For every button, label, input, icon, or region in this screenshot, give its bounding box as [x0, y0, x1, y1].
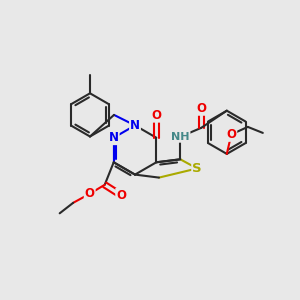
- Text: NH: NH: [171, 132, 190, 142]
- Text: O: O: [226, 128, 236, 141]
- Text: O: O: [196, 102, 206, 115]
- Text: N: N: [130, 119, 140, 132]
- Text: N: N: [109, 131, 119, 144]
- Text: O: O: [116, 189, 126, 202]
- Text: O: O: [151, 109, 161, 122]
- Text: S: S: [192, 162, 202, 175]
- Text: O: O: [85, 187, 95, 200]
